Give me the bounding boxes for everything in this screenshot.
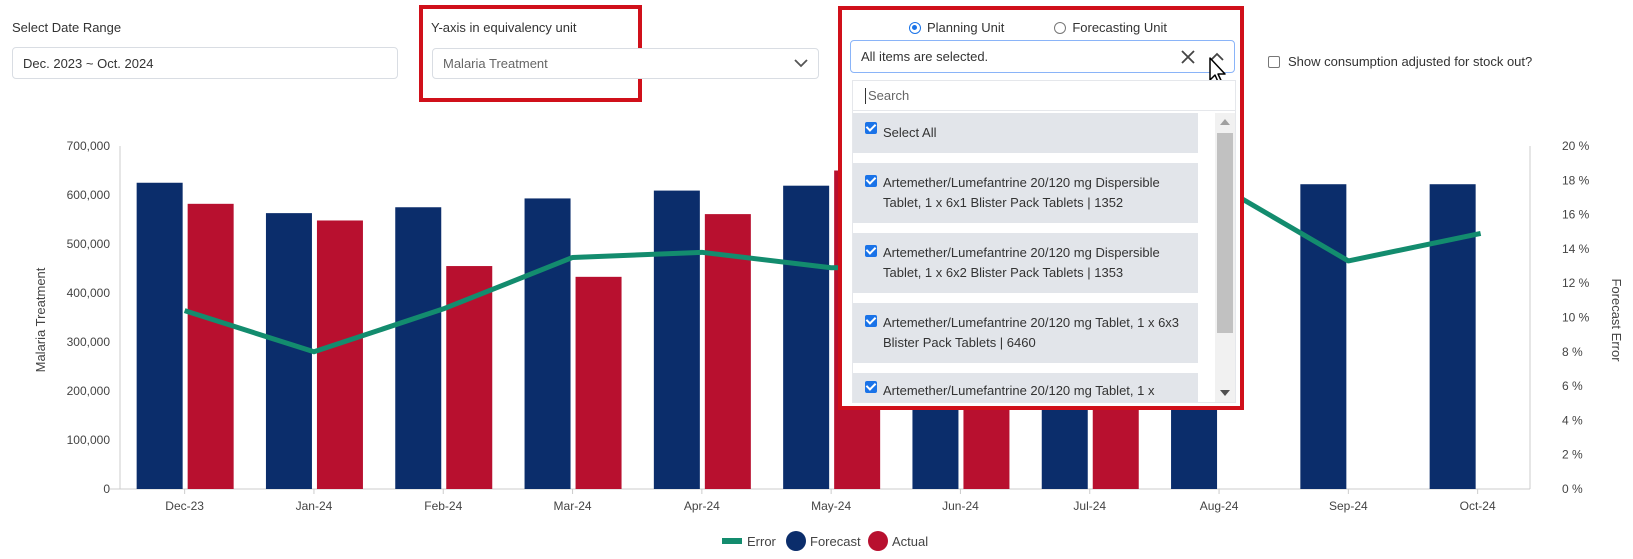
bar-actual[interactable] [316, 220, 363, 490]
axis-ticks: Dec-23 Jan-24 Feb-24 Mar-24 Apr-24 May-24 Jun-… [67, 139, 1590, 513]
yaxis-unit-label: Y-axis in equivalency unit [431, 20, 577, 35]
planning-unit-option[interactable]: Planning Unit [909, 20, 1004, 35]
y2-tick-label: 20 % [1562, 139, 1590, 153]
scroll-down-arrow-icon[interactable] [1220, 390, 1230, 396]
date-range-value: Dec. 2023 ~ Oct. 2024 [23, 55, 154, 71]
y2-tick-label: 6 % [1562, 379, 1583, 393]
options-list: Select All Artemether/Lumefantrine 20/12… [853, 113, 1213, 402]
y2-tick-label: 16 % [1562, 208, 1590, 222]
y-tick-label: 400,000 [67, 286, 111, 300]
option-item[interactable]: Artemether/Lumefantrine 20/120 mg Disper… [853, 233, 1198, 293]
option-label: Artemether/Lumefantrine 20/120 mg Tablet… [883, 315, 1180, 350]
bar-actual[interactable] [187, 203, 234, 489]
y2-tick-label: 2 % [1562, 448, 1583, 462]
multiselect-dropdown: Search Select All Artemether/Lumefantrin… [852, 80, 1236, 403]
bar-forecast[interactable] [395, 207, 442, 489]
planning-unit-multiselect[interactable]: All items are selected. [850, 40, 1235, 73]
x-tick-label: Aug-24 [1200, 499, 1239, 513]
error-line [183, 182, 1482, 355]
bar-series [136, 170, 1476, 490]
bar-actual[interactable] [704, 214, 751, 490]
legend-actual-label: Actual [892, 534, 928, 549]
x-tick-label: Jan-24 [296, 499, 333, 513]
stockout-checkbox[interactable] [1268, 55, 1280, 68]
bar-forecast[interactable] [1429, 184, 1476, 489]
y-tick-label: 0 [103, 482, 110, 496]
close-icon[interactable] [1180, 49, 1196, 65]
forecasting-unit-radio[interactable] [1054, 22, 1067, 34]
chevron-down-icon [794, 59, 808, 68]
chart-legend: Error Forecast Actual [722, 531, 928, 551]
y2-tick-label: 10 % [1562, 311, 1590, 325]
option-checkbox[interactable] [865, 245, 877, 257]
legend-error-swatch [722, 538, 742, 544]
search-input[interactable]: Search [853, 81, 1235, 111]
forecasting-unit-option[interactable]: Forecasting Unit [1054, 20, 1167, 35]
y-axis-title: Malaria Treatment [33, 267, 48, 372]
dropdown-scrollbar[interactable] [1215, 113, 1235, 402]
scrollbar-thumb[interactable] [1217, 133, 1233, 333]
multiselect-value: All items are selected. [861, 49, 989, 64]
bar-actual[interactable] [575, 276, 622, 489]
option-item[interactable]: Artemether/Lumefantrine 20/120 mg Tablet… [853, 303, 1198, 363]
unit-type-radio-group: Planning Unit Forecasting Unit [909, 20, 1167, 35]
y2-axis-title: Forecast Error [1609, 278, 1624, 362]
date-range-label: Select Date Range [12, 20, 122, 35]
x-tick-label: Dec-23 [165, 499, 204, 513]
y-tick-label: 300,000 [67, 335, 111, 349]
y-tick-label: 600,000 [67, 188, 111, 202]
y2-tick-label: 14 % [1562, 242, 1590, 256]
bar-forecast[interactable] [136, 182, 183, 489]
stockout-label: Show consumption adjusted for stock out? [1288, 54, 1533, 69]
option-checkbox[interactable] [865, 175, 877, 187]
y-tick-label: 700,000 [67, 139, 111, 153]
bar-forecast[interactable] [1300, 184, 1347, 489]
x-tick-label: Jul-24 [1073, 499, 1106, 513]
legend-forecast-label: Forecast [810, 534, 861, 549]
bar-forecast[interactable] [524, 198, 571, 489]
y2-tick-label: 18 % [1562, 173, 1590, 187]
y-tick-label: 500,000 [67, 237, 111, 251]
stockout-toggle[interactable]: Show consumption adjusted for stock out? [1268, 54, 1532, 69]
chevron-up-icon[interactable] [1210, 52, 1224, 61]
option-select-all[interactable]: Select All [853, 113, 1198, 153]
y2-tick-label: 4 % [1562, 413, 1583, 427]
option-label: Artemether/Lumefantrine 20/120 mg Disper… [883, 245, 1160, 280]
search-placeholder: Search [868, 88, 910, 103]
yaxis-unit-select[interactable]: Malaria Treatment [432, 48, 819, 79]
x-tick-label: Feb-24 [424, 499, 462, 513]
y-tick-label: 100,000 [67, 433, 111, 447]
option-label: Artemether/Lumefantrine 20/120 mg Tablet… [883, 383, 1155, 398]
option-checkbox[interactable] [865, 122, 877, 134]
option-checkbox[interactable] [865, 381, 877, 393]
y2-tick-label: 0 % [1562, 482, 1583, 496]
yaxis-unit-value: Malaria Treatment [443, 56, 548, 71]
y2-tick-label: 8 % [1562, 345, 1583, 359]
x-tick-label: Sep-24 [1329, 499, 1368, 513]
legend-forecast-swatch [786, 531, 806, 551]
y-tick-label: 200,000 [67, 384, 111, 398]
error-line-series [183, 182, 1482, 355]
bar-forecast[interactable] [653, 190, 700, 489]
legend-error-label: Error [747, 534, 777, 549]
scroll-up-arrow-icon[interactable] [1220, 119, 1230, 125]
legend-actual-swatch [868, 531, 888, 551]
option-item[interactable]: Artemether/Lumefantrine 20/120 mg Tablet… [853, 373, 1198, 402]
forecasting-unit-label: Forecasting Unit [1072, 20, 1167, 35]
option-item[interactable]: Artemether/Lumefantrine 20/120 mg Disper… [853, 163, 1198, 223]
x-tick-label: Apr-24 [684, 499, 720, 513]
option-checkbox[interactable] [865, 315, 877, 327]
planning-unit-radio[interactable] [909, 22, 921, 34]
option-label: Artemether/Lumefantrine 20/120 mg Disper… [883, 175, 1160, 210]
x-tick-label: May-24 [811, 499, 851, 513]
option-label: Select All [883, 125, 937, 140]
date-range-picker[interactable]: Dec. 2023 ~ Oct. 2024 [12, 47, 398, 79]
y2-tick-label: 12 % [1562, 276, 1590, 290]
x-tick-label: Oct-24 [1460, 499, 1496, 513]
x-tick-label: Mar-24 [554, 499, 592, 513]
x-tick-label: Jun-24 [942, 499, 979, 513]
planning-unit-label: Planning Unit [927, 20, 1005, 35]
bar-forecast[interactable] [783, 185, 830, 489]
